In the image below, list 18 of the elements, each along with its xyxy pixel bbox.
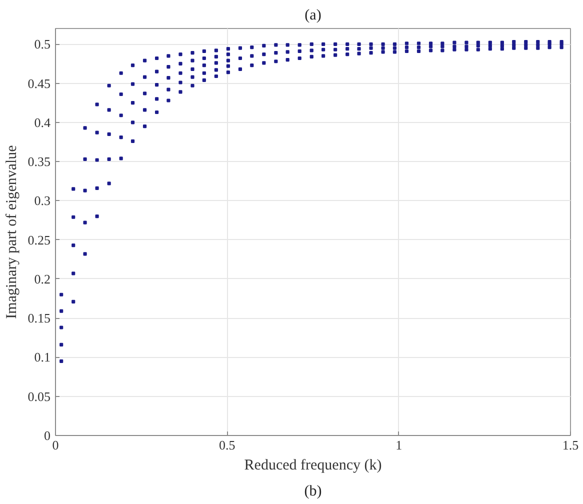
y-tick-label: 0.35 — [28, 154, 50, 170]
x-axis-title: Reduced frequency (k) — [244, 458, 382, 474]
text: (b) — [304, 484, 322, 500]
y-tick-label: 0.25 — [28, 232, 50, 248]
x-tick-label: 1.5 — [562, 438, 579, 452]
y-tick-label: 0.5 — [34, 36, 50, 52]
y-tick-label: 0.45 — [28, 76, 50, 91]
x-tick-label: 1 — [396, 438, 402, 452]
y-tick-label: 0 — [44, 428, 50, 443]
y-tick-label: 0.3 — [34, 193, 50, 208]
y-tick-label: 0.2 — [34, 271, 50, 286]
y-tick-label: 0.4 — [34, 114, 51, 130]
y-tick-label: 0.15 — [28, 310, 50, 326]
y-axis-title: Imaginary part of eigenvalue — [4, 144, 20, 319]
y-tick-label: 0.05 — [28, 388, 50, 404]
x-tick-label: 0.5 — [219, 438, 236, 452]
y-tick-label: 0.1 — [34, 350, 50, 365]
text: (a) — [304, 8, 322, 24]
